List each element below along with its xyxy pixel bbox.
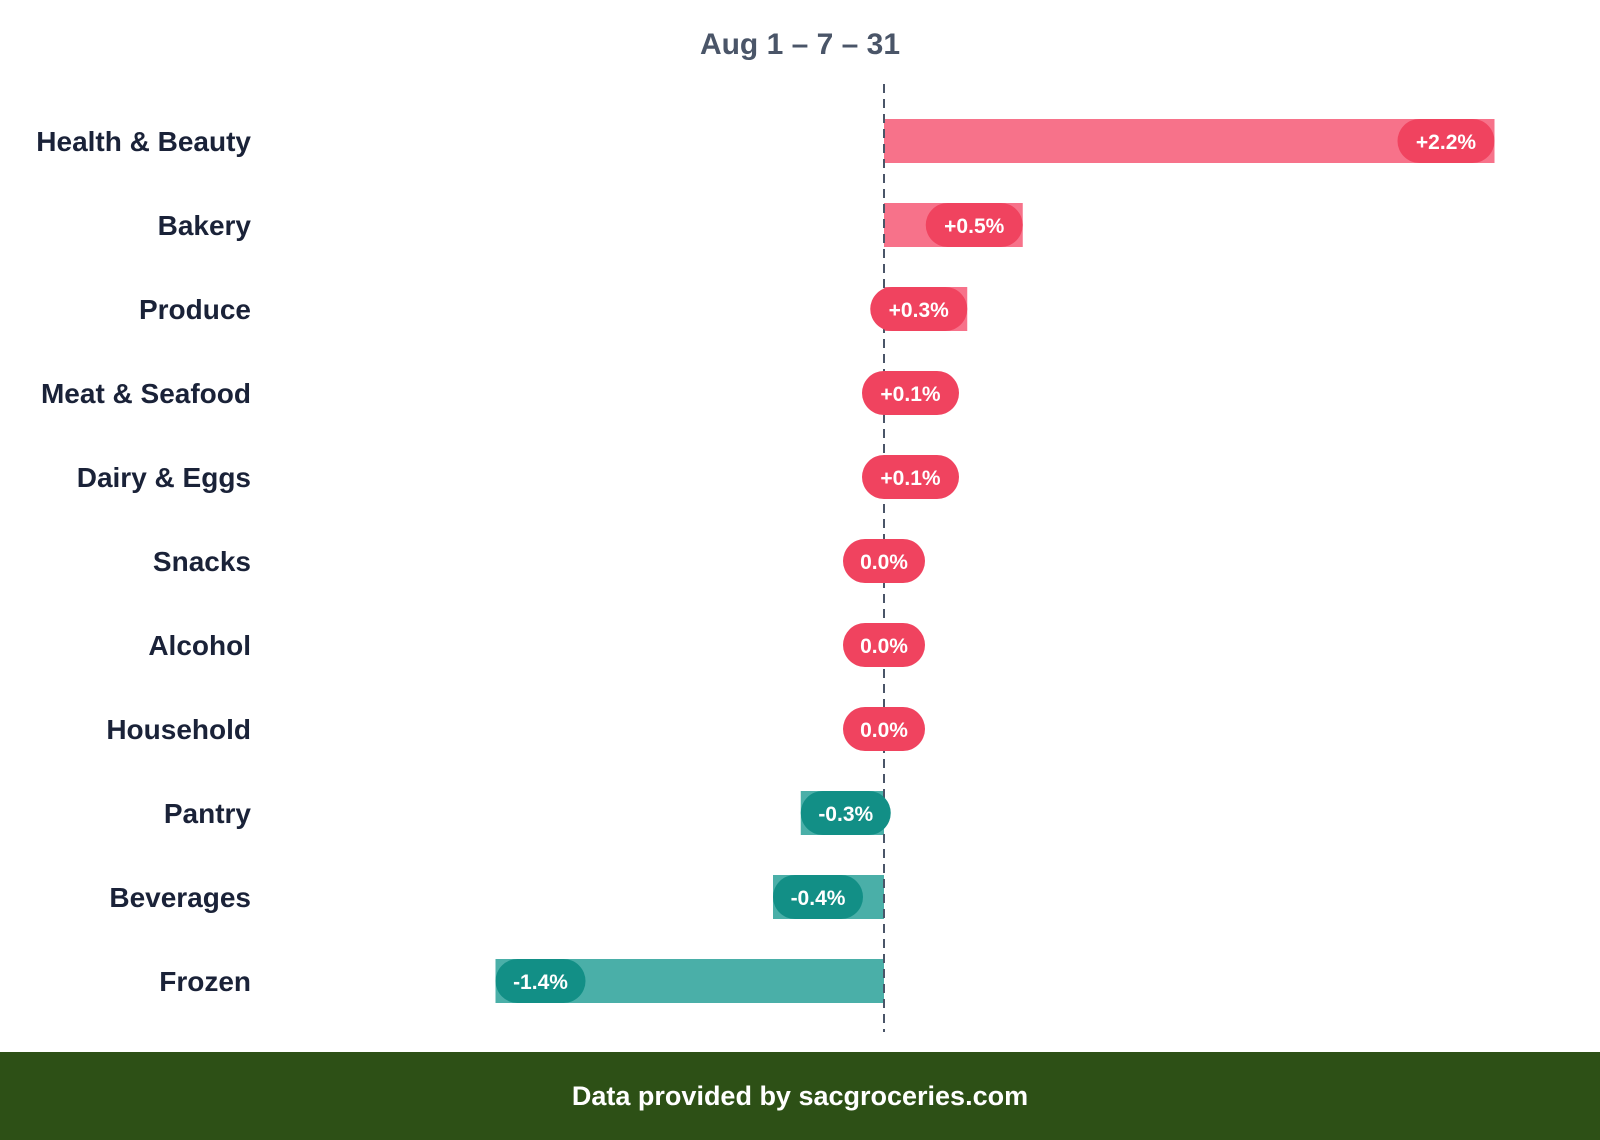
value-pill-produce: +0.3%	[870, 287, 968, 331]
value-pill-shape	[800, 791, 891, 835]
footer-credit: Data provided by sacgroceries.com	[571, 1080, 1029, 1111]
category-label-meat-and-seafood: Meat & Seafood	[41, 378, 251, 409]
value-pill-household: 0.0%	[843, 707, 925, 751]
value-pill-health-and-beauty: +2.2%	[1397, 119, 1495, 163]
value-pill-shape	[925, 203, 1023, 247]
value-pill-dairy-and-eggs: +0.1%	[862, 455, 959, 499]
category-label-snacks: Snacks	[153, 546, 251, 577]
value-pill-alcohol: 0.0%	[843, 623, 925, 667]
value-pill-shape	[773, 875, 863, 919]
chart-title: Aug 1 – 7 – 31	[700, 28, 900, 61]
value-pill-snacks: 0.0%	[843, 539, 925, 583]
category-label-produce: Produce	[139, 294, 251, 325]
value-label-dairy-and-eggs: +0.1%	[880, 467, 940, 490]
value-label-pantry: -0.3%	[818, 803, 873, 826]
category-label-pantry: Pantry	[164, 798, 252, 829]
footer: Data provided by sacgroceries.com	[0, 1052, 1600, 1140]
value-label-frozen: -1.4%	[513, 971, 568, 994]
value-label-beverages: -0.4%	[791, 887, 846, 910]
value-pill-beverages: -0.4%	[773, 875, 863, 919]
value-label-bakery: +0.5%	[944, 215, 1004, 238]
value-pill-meat-and-seafood: +0.1%	[862, 371, 959, 415]
value-label-meat-and-seafood: +0.1%	[880, 383, 940, 406]
value-pill-pantry: -0.3%	[800, 791, 891, 835]
category-label-household: Household	[106, 714, 251, 745]
value-pill-shape	[862, 371, 959, 415]
value-label-snacks: 0.0%	[860, 551, 908, 574]
value-pill-shape	[843, 539, 925, 583]
value-pill-shape	[843, 623, 925, 667]
value-pill-shape	[843, 707, 925, 751]
value-pill-bakery: +0.5%	[925, 203, 1023, 247]
category-label-frozen: Frozen	[159, 966, 251, 997]
value-pill-shape	[862, 455, 959, 499]
value-pill-shape	[1397, 119, 1495, 163]
value-label-household: 0.0%	[860, 719, 908, 742]
bar-chart: Aug 1 – 7 – 31 Health & Beauty Bakery Prod…	[36, 28, 1495, 1032]
category-label-dairy-and-eggs: Dairy & Eggs	[77, 462, 251, 493]
value-label-produce: +0.3%	[889, 299, 949, 322]
value-label-alcohol: 0.0%	[860, 635, 908, 658]
category-label-alcohol: Alcohol	[148, 630, 251, 661]
category-label-beverages: Beverages	[109, 882, 251, 913]
value-pill-shape	[870, 287, 968, 331]
bar-health-and-beauty	[884, 119, 1495, 163]
category-label-bakery: Bakery	[158, 210, 252, 241]
value-pill-shape	[495, 959, 586, 1003]
category-label-health-and-beauty: Health & Beauty	[36, 126, 251, 157]
value-label-health-and-beauty: +2.2%	[1416, 131, 1476, 154]
value-pill-frozen: -1.4%	[495, 959, 586, 1003]
